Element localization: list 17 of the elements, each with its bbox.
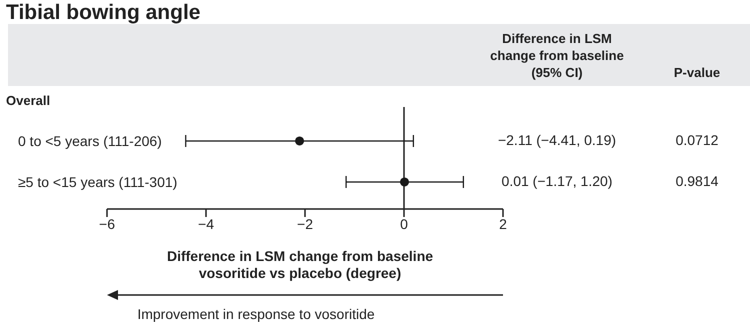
data-label: −2.11 (−4.41, 0.19) [496,132,618,149]
y-tick-label: ≥5 to <15 years (111-301) [18,174,178,190]
text: 0.9814 [674,172,720,190]
y-tick-label: 0 to <5 years (111-206) [18,132,162,149]
data-label: 0.01 (−1.17, 1.20) [500,172,614,190]
text: Improvement in response to vosoritide [136,306,376,322]
text: Difference in LSM change from baseline (95% CI) [489,30,625,81]
text: 0.0712 [674,132,720,149]
text: P-value [672,64,722,81]
x-tick-label: −2 [297,216,314,232]
x-axis-title: Difference in LSM change from baseline vosoritide vs placebo (degree) [166,248,434,282]
x-tick-label: −6 [99,216,116,232]
chart-title: Tibial bowing angle [6,0,200,26]
text: Overall [6,92,50,109]
x-tick-label: 2 [499,216,508,232]
x-tick-label: 0 [400,216,408,232]
x-tick-label: −4 [198,216,214,232]
